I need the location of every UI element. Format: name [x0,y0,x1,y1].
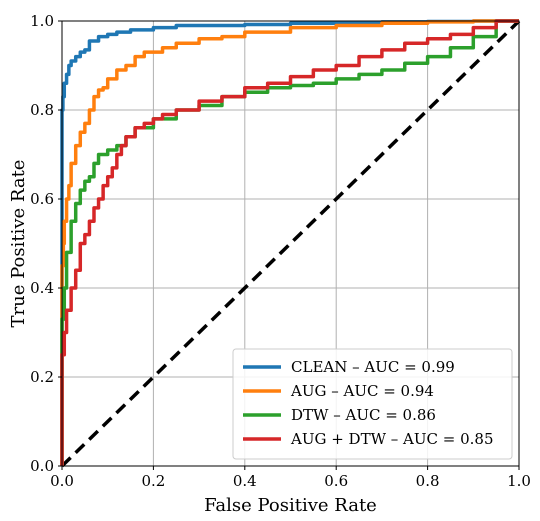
series-line-1 [60,19,519,466]
y-tick-label: 1.0 [30,12,54,30]
legend-entry: AUG – AUC = 0.94 [290,382,434,400]
x-tick-label: 0.8 [416,472,440,490]
y-tick-label: 0.6 [30,190,54,208]
legend-entry: CLEAN – AUC = 0.99 [291,358,455,376]
legend-entry: AUG + DTW – AUC = 0.85 [290,430,494,448]
x-tick-label: 0.0 [50,472,74,490]
reference-diagonal [60,19,521,468]
x-tick-label: 0.4 [233,472,257,490]
series-line-2 [60,19,519,466]
y-tick-label: 0.4 [30,279,54,297]
series-lines [60,19,519,466]
y-tick-label: 0.8 [30,101,54,119]
legend-box [232,348,513,460]
axis-ticks: 0.0 0.2 0.4 0.6 0.8 1.0 0.0 0.2 0.4 0.6 0.8 1.0 [30,12,531,490]
y-tick-label: 0.2 [30,368,54,386]
x-axis-label: False Positive Rate [204,495,377,516]
legend-entry: DTW – AUC = 0.86 [291,406,436,424]
series-line-3 [60,19,519,466]
x-tick-label: 0.2 [141,472,165,490]
plot-frame [61,20,520,467]
legend: CLEAN – AUC = 0.99 AUG – AUC = 0.94 DTW – … [232,348,513,460]
x-tick-label: 1.0 [507,472,531,490]
y-tick-label: 0.0 [30,457,54,475]
y-axis-label: True Positive Rate [8,160,29,328]
chance-line [60,19,521,468]
series-line-4 [60,19,519,466]
x-tick-label: 0.6 [324,472,348,490]
